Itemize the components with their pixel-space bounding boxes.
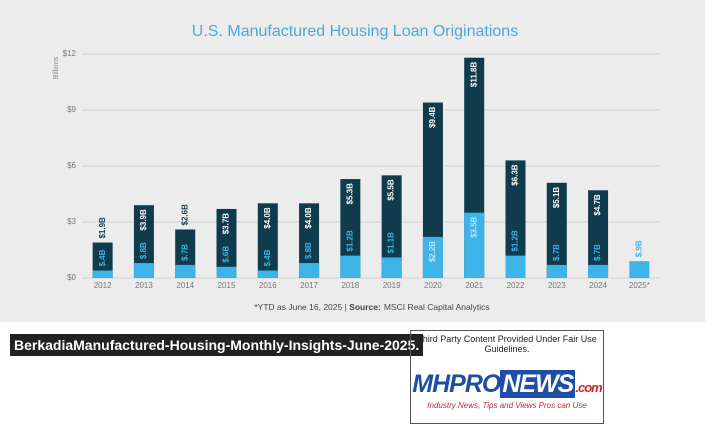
value-label: $.8B [139, 242, 148, 259]
value-label: $3.9B [139, 209, 148, 231]
source: MSCI Real Capital Analytics [384, 302, 490, 312]
value-label: $.7B [552, 244, 561, 261]
x-tick-label: 2013 [135, 281, 153, 290]
value-label: $4.7B [593, 194, 602, 216]
bar [92, 242, 113, 278]
bar [340, 179, 361, 278]
x-tick-label: 2019 [383, 281, 401, 290]
bar [505, 255, 526, 278]
value-label: $2.2B [428, 241, 437, 263]
x-tick-label: 2014 [176, 281, 194, 290]
value-label: $3.5B [469, 216, 478, 238]
bar [588, 190, 609, 278]
x-tick-label: 2023 [548, 281, 566, 290]
y-tick-label: $6 [67, 161, 76, 170]
bar [133, 263, 154, 278]
x-tick-label: 2024 [589, 281, 607, 290]
bar [588, 264, 609, 278]
y-tick-label: $0 [67, 273, 76, 282]
source-label: Source: [349, 302, 381, 312]
x-tick-label: 2018 [341, 281, 359, 290]
x-tick-label: 2025* [629, 281, 650, 290]
value-label: $4.0B [304, 207, 313, 229]
badge: Third Party Content Provided Under Fair … [410, 330, 604, 424]
chart: U.S. Manufactured Housing Loan Originati… [0, 0, 705, 322]
bar [216, 266, 237, 278]
value-label: $5.5B [387, 179, 396, 201]
separator: | [342, 302, 349, 312]
value-label: $6.3B [511, 164, 520, 186]
brand-part: .com [575, 380, 602, 395]
bar [299, 263, 320, 278]
bar [92, 270, 113, 278]
bar [216, 208, 237, 278]
value-label: $4.0B [263, 207, 272, 229]
value-label: $.7B [180, 244, 189, 261]
value-label: $2.6B [180, 204, 189, 226]
value-label: $.8B [304, 242, 313, 259]
value-label: $1.1B [387, 232, 396, 254]
bar [257, 203, 278, 278]
footnote-text: *YTD as June 16, 2025 [254, 302, 342, 312]
value-label: $11.8B [469, 62, 478, 88]
y-tick-label: $9 [67, 105, 76, 114]
bar [422, 236, 443, 278]
brand-part: NEWS [500, 370, 576, 398]
y-axis-label: Billions [53, 56, 60, 79]
chart-title: U.S. Manufactured Housing Loan Originati… [192, 23, 518, 40]
y-tick-label: $3 [67, 217, 76, 226]
bar [546, 182, 567, 278]
badge-notice: Third Party Content Provided Under Fair … [417, 334, 597, 354]
x-tick-label: 2021 [465, 281, 483, 290]
x-tick-label: 2016 [259, 281, 277, 290]
tagline: Industry News, Tips and Views Pros can U… [427, 401, 587, 410]
bar [422, 102, 443, 279]
value-label: $.6B [222, 246, 231, 263]
value-label: $3.7B [222, 213, 231, 235]
value-label: $1.2B [511, 230, 520, 252]
bar [629, 261, 650, 278]
x-tick-label: 2017 [300, 281, 318, 290]
value-label: $.4B [98, 249, 107, 266]
value-label: $.7B [593, 244, 602, 261]
value-label: $5.3B [345, 183, 354, 205]
bar [381, 257, 402, 278]
bar [133, 205, 154, 278]
y-tick-label: $12 [63, 49, 77, 58]
bar [340, 255, 361, 278]
bar [299, 203, 320, 278]
bar [546, 264, 567, 278]
x-tick-label: 2022 [507, 281, 525, 290]
value-label: $1.9B [98, 217, 107, 239]
brand: MHPRONEWS .com [411, 370, 603, 399]
bar [257, 270, 278, 278]
x-tick-label: 2020 [424, 281, 442, 290]
brand-part: MHPRO [412, 370, 501, 398]
x-tick-label: 2012 [94, 281, 112, 290]
bar [381, 175, 402, 278]
value-label: $.9B [634, 240, 643, 257]
footnote: *YTD as June 16, 2025 | Source: MSCI Real… [254, 302, 489, 312]
bar [505, 160, 526, 278]
bar [175, 264, 196, 278]
value-label: $9.4B [428, 106, 437, 128]
caption: BerkadiaManufactured-Housing-Monthly-Ins… [10, 334, 424, 356]
value-label: $.4B [263, 249, 272, 266]
value-label: $1.2B [345, 230, 354, 252]
x-tick-label: 2015 [218, 281, 236, 290]
value-label: $5.1B [552, 187, 561, 209]
bar [464, 212, 485, 278]
